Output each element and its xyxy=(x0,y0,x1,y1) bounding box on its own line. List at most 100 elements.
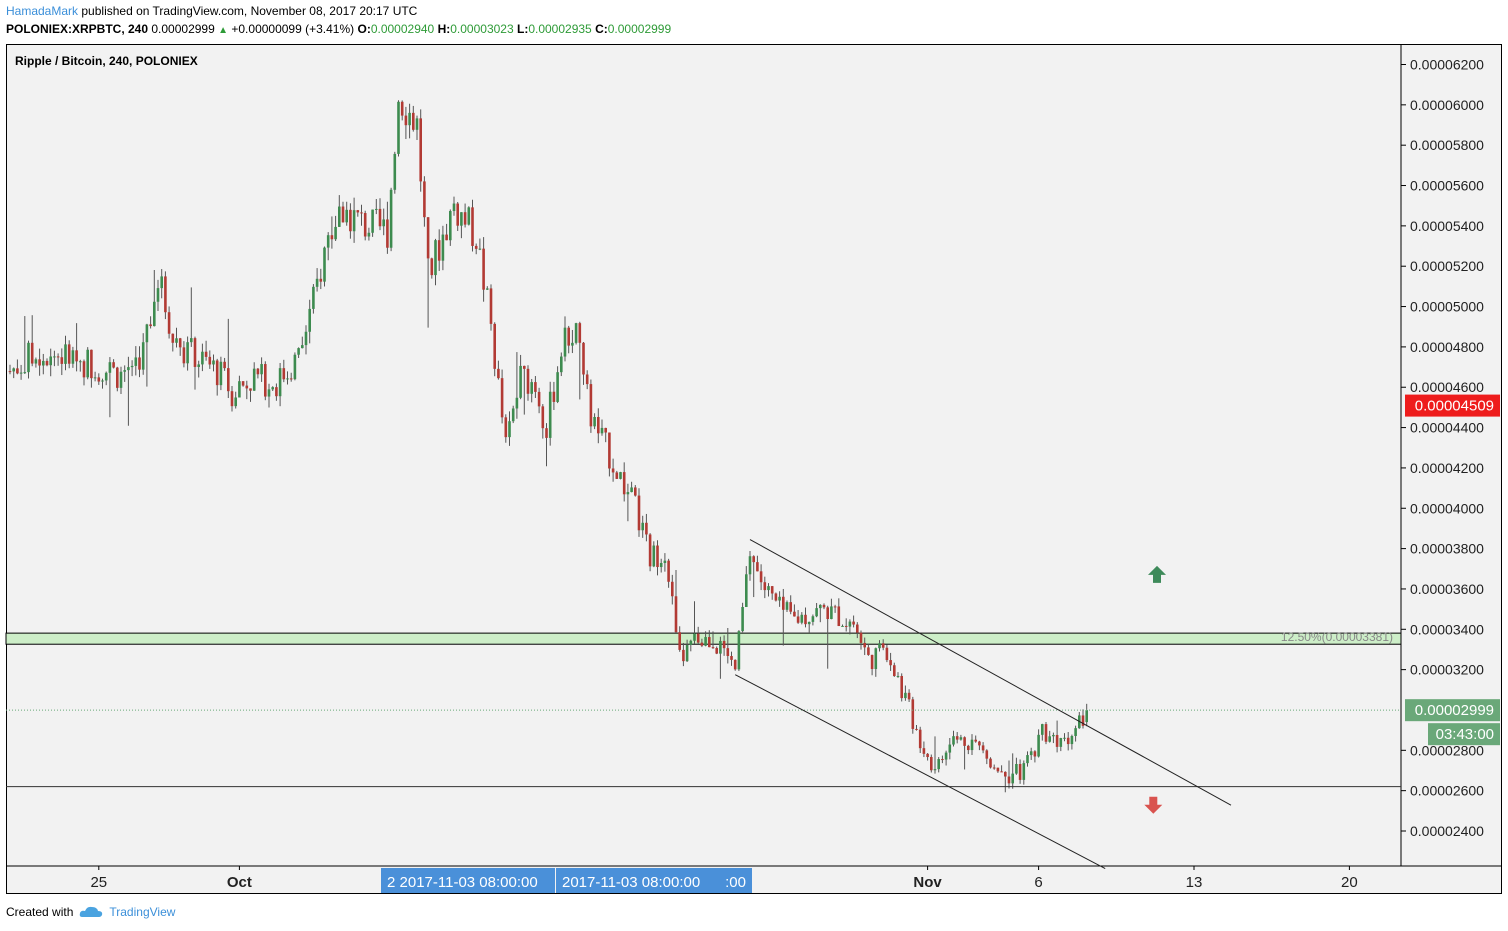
low-label: L: xyxy=(517,22,529,36)
candle xyxy=(238,375,241,398)
candle xyxy=(156,279,160,311)
candle-body xyxy=(778,596,781,601)
candle-body xyxy=(508,421,511,438)
candle-body xyxy=(252,368,256,391)
candle xyxy=(859,630,863,650)
candle-body xyxy=(412,112,415,130)
candle xyxy=(437,229,441,271)
candle-body xyxy=(1063,737,1066,739)
candle-body xyxy=(452,203,456,212)
candle xyxy=(360,204,363,226)
candle-body xyxy=(737,631,741,670)
candle xyxy=(256,367,260,379)
price-tag-label: 0.00002999 xyxy=(1415,702,1494,719)
tradingview-link[interactable]: TradingView xyxy=(109,905,176,919)
candle xyxy=(460,212,463,239)
candle xyxy=(79,359,82,372)
chart-frame[interactable] xyxy=(6,44,1502,894)
candle xyxy=(937,757,940,773)
candle-body xyxy=(678,632,681,650)
candle xyxy=(264,361,267,401)
candle-body xyxy=(130,365,134,368)
candle-body xyxy=(308,308,311,332)
candle xyxy=(689,639,693,652)
candle xyxy=(693,601,696,645)
candle-body xyxy=(426,217,430,259)
candle xyxy=(1015,757,1018,775)
candle xyxy=(334,215,337,241)
candle xyxy=(356,209,360,217)
candle xyxy=(648,533,652,572)
candle-body xyxy=(227,368,230,392)
candle xyxy=(338,195,341,228)
candle-body xyxy=(585,374,589,385)
candle-body xyxy=(8,371,12,373)
candle-body xyxy=(1070,736,1074,745)
candle xyxy=(967,744,970,755)
candle xyxy=(819,604,822,623)
candle xyxy=(745,566,748,608)
candle xyxy=(941,755,944,764)
candle xyxy=(134,346,138,376)
candle xyxy=(104,371,108,386)
candle xyxy=(926,753,929,761)
candle-body xyxy=(375,208,378,210)
candle-body xyxy=(726,648,730,657)
candle xyxy=(652,541,656,568)
candle-body xyxy=(223,361,226,369)
candle-body xyxy=(523,365,526,369)
symbol-label: POLONIEX:XRPBTC, 240 xyxy=(6,22,149,36)
created-with-label: Created with xyxy=(6,905,74,919)
candle-body xyxy=(896,675,900,677)
candle-body xyxy=(482,248,485,290)
candle xyxy=(1033,750,1037,763)
candle-body xyxy=(119,371,123,388)
candle xyxy=(234,391,237,409)
candle-body xyxy=(75,350,78,362)
low-value: 0.00002935 xyxy=(528,22,592,36)
candle-body xyxy=(926,753,929,758)
candle xyxy=(397,100,400,157)
candle-body xyxy=(101,380,104,382)
candle xyxy=(1018,759,1022,784)
candle-body xyxy=(704,637,707,646)
candle-body xyxy=(367,232,371,237)
candle-body xyxy=(234,397,237,407)
candle xyxy=(193,336,197,390)
candle xyxy=(493,322,496,377)
candle-body xyxy=(844,625,848,627)
candle-body xyxy=(34,359,38,364)
candle-body xyxy=(108,362,112,373)
candle-body xyxy=(45,360,49,366)
candle xyxy=(1066,732,1070,751)
time-tick-label: Nov xyxy=(913,874,942,891)
candle xyxy=(685,639,689,663)
candle xyxy=(45,358,49,367)
candle-body xyxy=(930,757,933,771)
fib-band xyxy=(5,632,1402,645)
author-link[interactable]: HamadaMark xyxy=(6,4,79,18)
candle xyxy=(467,206,471,226)
candle xyxy=(663,553,667,572)
price-tick-label: 0.00003600 xyxy=(1410,581,1484,597)
candle xyxy=(315,268,319,292)
candle xyxy=(378,198,382,231)
candle xyxy=(1081,709,1085,729)
candle xyxy=(955,732,959,744)
candle-body xyxy=(164,276,167,313)
candle xyxy=(874,647,878,677)
candle-body xyxy=(378,208,382,227)
candle xyxy=(197,360,200,378)
candle xyxy=(807,621,811,633)
candle-body xyxy=(611,468,615,473)
candle xyxy=(445,223,448,241)
candle xyxy=(323,246,326,287)
candle-body xyxy=(1074,728,1077,737)
candle-body xyxy=(1066,737,1070,745)
candle-body xyxy=(637,495,641,531)
candle xyxy=(34,357,38,368)
candle-body xyxy=(471,207,474,246)
candle xyxy=(245,380,249,400)
candle-body xyxy=(371,209,374,233)
